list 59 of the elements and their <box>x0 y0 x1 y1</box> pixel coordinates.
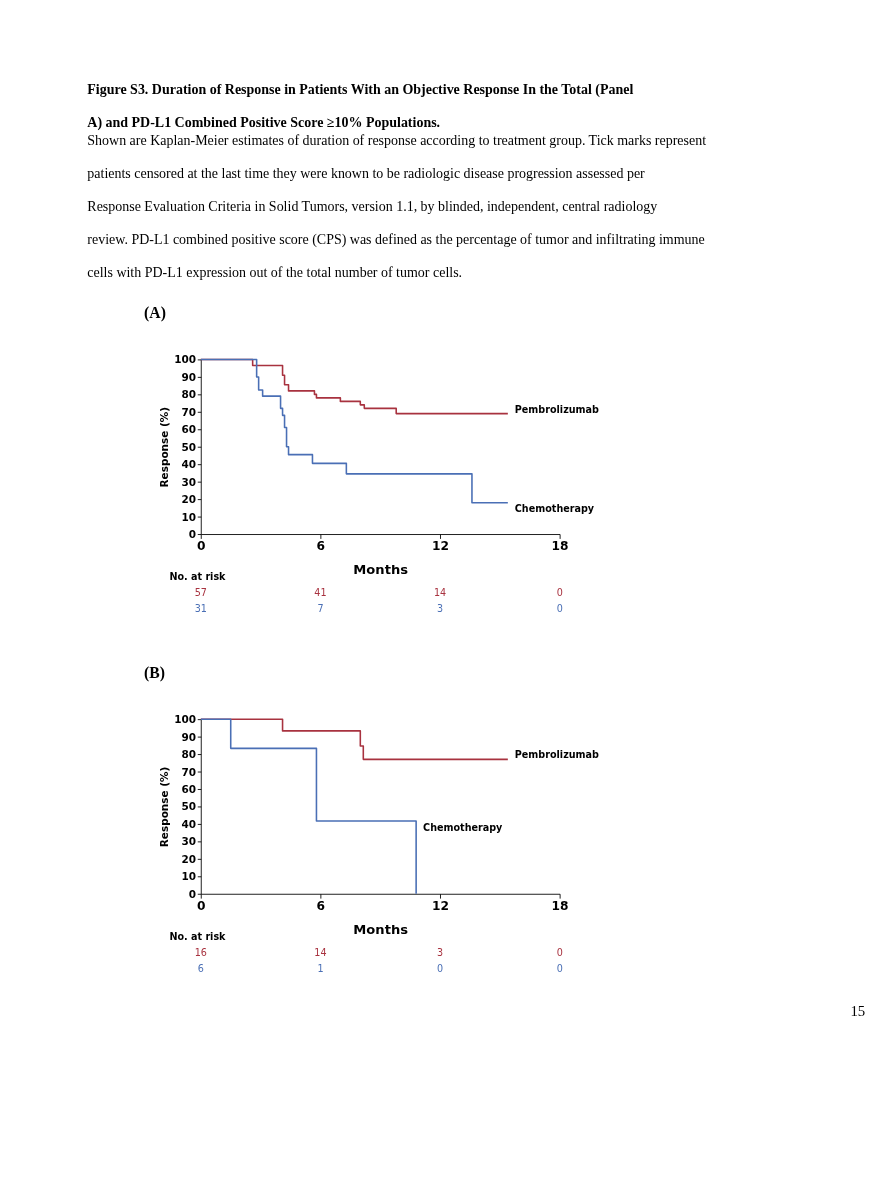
x-tick-label: 18 <box>551 539 569 554</box>
text: 1 <box>317 962 324 974</box>
text: 6 <box>197 962 204 974</box>
y-tick-label: 80 <box>181 748 197 761</box>
chart-title: Figure S3. Duration of Response in Patients With an Objective Response In the Total (Panel A) and PD-L1 Combined Positive Score ≥10% Populations. <box>87 82 634 131</box>
y-tick-label: 30 <box>181 835 197 848</box>
series-label: Pembrolizumab <box>514 403 600 415</box>
y-tick-label: 100 <box>174 353 197 366</box>
text: 0 <box>556 602 563 614</box>
text: 0 <box>556 587 563 599</box>
text: Shown are Kaplan-Meier estimates of duration of response according to treatment group. Tick marks represent patients censored at the last time they were known to be radiologic disease progression assessed per Response Evaluation Criteria in Solid Tumors, version 1.1, by blinded, independent, central radiology review. PD-L1 combined positive score (CPS) was defined as the percentage of tumor and infiltrating immune cells with PD-L1 expression out of the total number of tumor cells. <box>87 132 707 281</box>
text: No. at risk <box>169 571 227 583</box>
text: 14 <box>433 587 447 599</box>
text: 0 <box>437 962 444 974</box>
text: 0 <box>556 962 563 974</box>
series-label: Pembrolizumab <box>514 749 600 761</box>
text: 3 <box>437 946 444 958</box>
y-tick-label: 0 <box>188 528 197 541</box>
text: 14 <box>314 946 327 958</box>
text: 15 <box>850 1003 866 1020</box>
text: 3 <box>437 602 444 614</box>
y-tick-label: 10 <box>181 870 197 883</box>
x-axis-title: Months <box>353 921 409 937</box>
text: 57 <box>194 587 207 599</box>
y-tick-label: 10 <box>181 510 197 523</box>
y-axis-title: Response (%) <box>158 406 171 488</box>
text: 0 <box>556 946 563 958</box>
y-tick-label: 60 <box>181 423 197 436</box>
text: (A) <box>144 304 166 323</box>
y-tick-label: 40 <box>181 458 197 471</box>
y-tick-label: 90 <box>181 730 197 743</box>
text: (B) <box>144 664 165 683</box>
y-tick-label: 30 <box>181 475 197 488</box>
text: 7 <box>317 602 324 614</box>
y-tick-label: 80 <box>181 388 197 401</box>
y-tick-label: 70 <box>181 405 197 418</box>
y-tick-label: 100 <box>174 713 197 726</box>
y-tick-label: 60 <box>181 782 197 795</box>
x-tick-label: 12 <box>431 898 449 913</box>
x-tick-label: 6 <box>316 539 326 554</box>
y-tick-label: 40 <box>181 817 197 830</box>
series-label: Chemotherapy <box>423 821 504 833</box>
text: 31 <box>194 602 207 614</box>
y-axis-title: Response (%) <box>158 766 171 848</box>
y-tick-label: 20 <box>181 852 197 865</box>
y-tick-label: 70 <box>181 765 197 778</box>
y-tick-label: 20 <box>181 493 197 506</box>
text: 16 <box>194 946 207 958</box>
y-tick-label: 90 <box>181 370 197 383</box>
series-label: Chemotherapy <box>514 503 595 515</box>
x-tick-label: 12 <box>431 539 449 554</box>
x-tick-label: 18 <box>551 898 569 913</box>
x-tick-label: 6 <box>316 898 326 913</box>
x-axis-title: Months <box>353 561 409 577</box>
text: No. at risk <box>169 931 227 943</box>
y-tick-label: 0 <box>188 887 197 900</box>
y-tick-label: 50 <box>181 800 197 813</box>
y-tick-label: 50 <box>181 440 197 453</box>
text: 41 <box>314 587 327 599</box>
